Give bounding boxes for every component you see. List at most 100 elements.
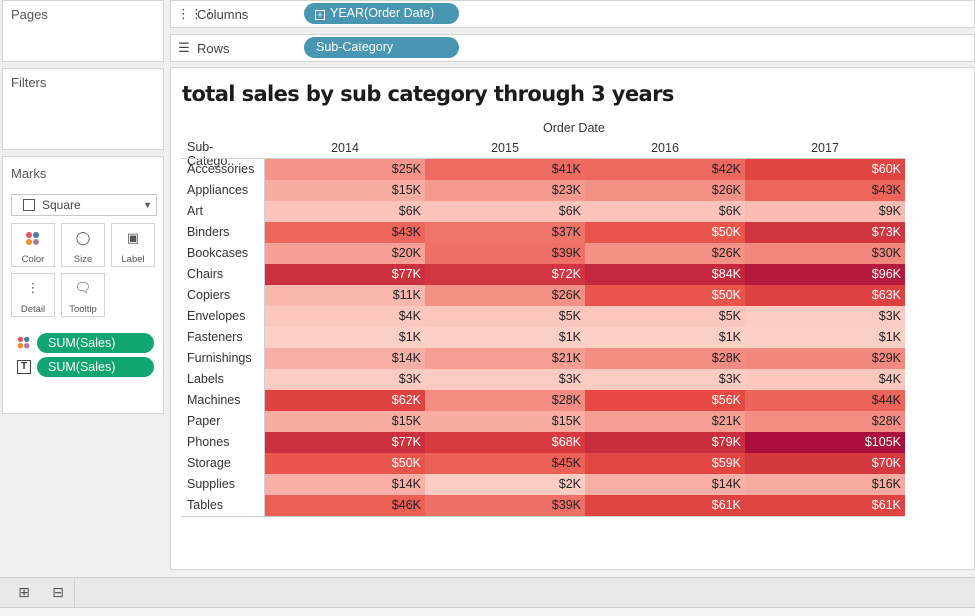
row-header[interactable]: Machines	[187, 393, 241, 407]
rows-shelf[interactable]: ☰ Rows Sub-Category	[170, 34, 975, 62]
heatmap-cell[interactable]: $56K	[585, 390, 745, 411]
heatmap-cell[interactable]: $9K	[745, 201, 905, 222]
heatmap-cell[interactable]: $79K	[585, 432, 745, 453]
heatmap-cell[interactable]: $28K	[425, 390, 585, 411]
heatmap-cell[interactable]: $15K	[265, 180, 425, 201]
heatmap-cell[interactable]: $50K	[585, 285, 745, 306]
heatmap-cell[interactable]: $23K	[425, 180, 585, 201]
viz-canvas[interactable]: total sales by sub category through 3 ye…	[170, 67, 975, 570]
new-dashboard-icon[interactable]: ⊟	[52, 584, 64, 600]
heatmap-cell[interactable]: $25K	[265, 159, 425, 180]
heatmap-cell[interactable]: $26K	[585, 243, 745, 264]
row-header[interactable]: Paper	[187, 414, 221, 428]
label-button[interactable]: ▣ Label	[111, 223, 155, 267]
heatmap-cell[interactable]: $21K	[425, 348, 585, 369]
heatmap-cell[interactable]: $14K	[265, 474, 425, 495]
heatmap-cell[interactable]: $43K	[265, 222, 425, 243]
row-header[interactable]: Art	[187, 204, 203, 218]
row-header[interactable]: Bookcases	[187, 246, 249, 260]
heatmap-cell[interactable]: $26K	[585, 180, 745, 201]
label-sum-sales-pill[interactable]: SUM(Sales)	[37, 357, 154, 377]
heatmap-cell[interactable]: $50K	[585, 222, 745, 243]
heatmap-cell[interactable]: $77K	[265, 264, 425, 285]
heatmap-cell[interactable]: $4K	[265, 306, 425, 327]
row-header[interactable]: Storage	[187, 456, 231, 470]
heatmap-cell[interactable]: $73K	[745, 222, 905, 243]
heatmap-cell[interactable]: $61K	[745, 495, 905, 516]
heatmap-cell[interactable]: $43K	[745, 180, 905, 201]
heatmap-cell[interactable]: $59K	[585, 453, 745, 474]
row-header[interactable]: Accessories	[187, 162, 255, 176]
mark-type-dropdown[interactable]: Square ▼	[11, 194, 157, 216]
column-header-2017[interactable]: 2017	[811, 141, 839, 155]
column-header-2014[interactable]: 2014	[331, 141, 359, 155]
heatmap-cell[interactable]: $44K	[745, 390, 905, 411]
heatmap-cell[interactable]: $6K	[585, 201, 745, 222]
row-header[interactable]: Chairs	[187, 267, 224, 281]
row-header[interactable]: Supplies	[187, 477, 235, 491]
heatmap-cell[interactable]: $11K	[265, 285, 425, 306]
heatmap-cell[interactable]: $28K	[745, 411, 905, 432]
size-button[interactable]: ◯ Size	[61, 223, 105, 267]
row-header[interactable]: Binders	[187, 225, 230, 239]
heatmap-cell[interactable]: $5K	[585, 306, 745, 327]
expand-plus-icon[interactable]: +	[315, 10, 325, 20]
row-header[interactable]: Envelopes	[187, 309, 246, 323]
heatmap-cell[interactable]: $3K	[585, 369, 745, 390]
heatmap-cell[interactable]: $105K	[745, 432, 905, 453]
heatmap-cell[interactable]: $6K	[425, 201, 585, 222]
row-header[interactable]: Appliances	[187, 183, 249, 197]
pages-card[interactable]: Pages	[2, 0, 164, 62]
heatmap-cell[interactable]: $15K	[425, 411, 585, 432]
heatmap-cell[interactable]: $62K	[265, 390, 425, 411]
heatmap-cell[interactable]: $1K	[265, 327, 425, 348]
columns-pill[interactable]: + YEAR(Order Date)	[304, 3, 459, 24]
heatmap-cell[interactable]: $50K	[265, 453, 425, 474]
column-header-2016[interactable]: 2016	[651, 141, 679, 155]
heatmap-cell[interactable]: $42K	[585, 159, 745, 180]
columns-shelf[interactable]: ⋮⋮⋮ Columns + YEAR(Order Date)	[170, 0, 975, 28]
heatmap-cell[interactable]: $15K	[265, 411, 425, 432]
heatmap-cell[interactable]: $46K	[265, 495, 425, 516]
heatmap-cell[interactable]: $68K	[425, 432, 585, 453]
heatmap-cell[interactable]: $16K	[745, 474, 905, 495]
row-header[interactable]: Copiers	[187, 288, 231, 302]
row-header[interactable]: Labels	[187, 372, 224, 386]
heatmap-cell[interactable]: $3K	[425, 369, 585, 390]
heatmap-cell[interactable]: $61K	[585, 495, 745, 516]
new-worksheet-icon[interactable]: ⊞	[18, 584, 30, 600]
heatmap-cell[interactable]: $4K	[745, 369, 905, 390]
heatmap-cell[interactable]: $3K	[745, 306, 905, 327]
heatmap-cell[interactable]: $1K	[745, 327, 905, 348]
heatmap-cell[interactable]: $72K	[425, 264, 585, 285]
rows-pill[interactable]: Sub-Category	[304, 37, 459, 58]
heatmap-cell[interactable]: $29K	[745, 348, 905, 369]
row-header[interactable]: Tables	[187, 498, 224, 512]
heatmap-cell[interactable]: $39K	[425, 243, 585, 264]
heatmap-cell[interactable]: $41K	[425, 159, 585, 180]
color-sum-sales-pill[interactable]: SUM(Sales)	[37, 333, 154, 353]
color-button[interactable]: Color	[11, 223, 55, 267]
heatmap-cell[interactable]: $21K	[585, 411, 745, 432]
heatmap-cell[interactable]: $63K	[745, 285, 905, 306]
row-header[interactable]: Phones	[187, 435, 230, 449]
heatmap-cell[interactable]: $20K	[265, 243, 425, 264]
heatmap-cell[interactable]: $1K	[585, 327, 745, 348]
heatmap-cell[interactable]: $70K	[745, 453, 905, 474]
heatmap-cell[interactable]: $60K	[745, 159, 905, 180]
heatmap-cell[interactable]: $28K	[585, 348, 745, 369]
heatmap-cell[interactable]: $26K	[425, 285, 585, 306]
heatmap-cell[interactable]: $37K	[425, 222, 585, 243]
filters-card[interactable]: Filters	[2, 68, 164, 150]
heatmap-cell[interactable]: $3K	[265, 369, 425, 390]
heatmap-cell[interactable]: $84K	[585, 264, 745, 285]
heatmap-cell[interactable]: $96K	[745, 264, 905, 285]
column-header-2015[interactable]: 2015	[491, 141, 519, 155]
detail-button[interactable]: ⋮ Detail	[11, 273, 55, 317]
tooltip-button[interactable]: 🗨 Tooltip	[61, 273, 105, 317]
heatmap-cell[interactable]: $1K	[425, 327, 585, 348]
heatmap-cell[interactable]: $77K	[265, 432, 425, 453]
heatmap-cell[interactable]: $2K	[425, 474, 585, 495]
row-field-header[interactable]: Sub-Catego..	[187, 140, 235, 168]
row-header[interactable]: Furnishings	[187, 351, 252, 365]
